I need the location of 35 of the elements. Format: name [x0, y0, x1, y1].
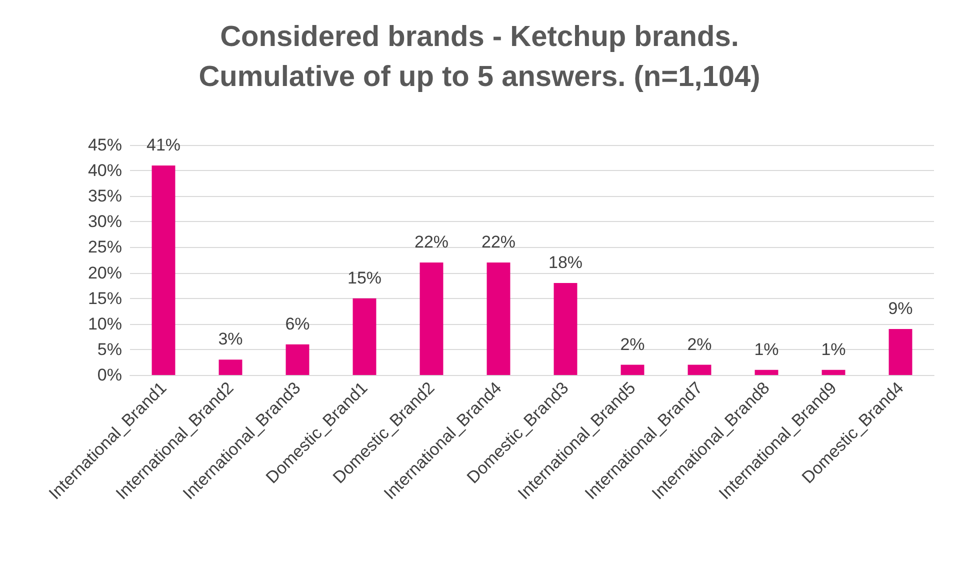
- data-label: 22%: [481, 232, 516, 252]
- y-tick-label: 35%: [88, 186, 122, 206]
- bar: [286, 344, 310, 375]
- bar: [754, 370, 778, 375]
- y-tick-label: 30%: [88, 212, 122, 232]
- y-tick-label: 25%: [88, 238, 122, 257]
- data-label: 1%: [821, 340, 846, 359]
- bar: [554, 283, 578, 375]
- bar: [822, 370, 846, 375]
- data-label: 2%: [687, 334, 712, 354]
- bar: [620, 364, 644, 375]
- data-label: 9%: [888, 299, 913, 318]
- data-label: 6%: [285, 314, 310, 334]
- data-label: 1%: [754, 340, 779, 359]
- bar: [152, 165, 176, 375]
- data-label: 18%: [548, 253, 583, 272]
- data-label: 3%: [218, 330, 243, 349]
- data-label: 22%: [414, 232, 449, 252]
- data-label: 41%: [146, 135, 181, 154]
- bar: [888, 329, 912, 375]
- y-tick-label: 45%: [88, 136, 122, 154]
- y-tick-label: 15%: [88, 288, 122, 308]
- y-tick-label: 40%: [88, 161, 122, 180]
- bar: [420, 262, 444, 375]
- bar: [352, 298, 376, 375]
- y-tick-label: 20%: [88, 263, 122, 282]
- data-label: 15%: [347, 268, 382, 288]
- chart-title: Considered brands - Ketchup brands. Cumulative of up to 5 answers. (n=1,104): [198, 21, 760, 93]
- data-label: 2%: [620, 334, 645, 354]
- y-tick-label: 10%: [88, 314, 122, 334]
- bar: [688, 364, 712, 375]
- bar: [218, 360, 242, 375]
- bar: [486, 262, 510, 375]
- y-tick-label: 0%: [97, 366, 122, 384]
- y-tick-label: 5%: [97, 340, 122, 359]
